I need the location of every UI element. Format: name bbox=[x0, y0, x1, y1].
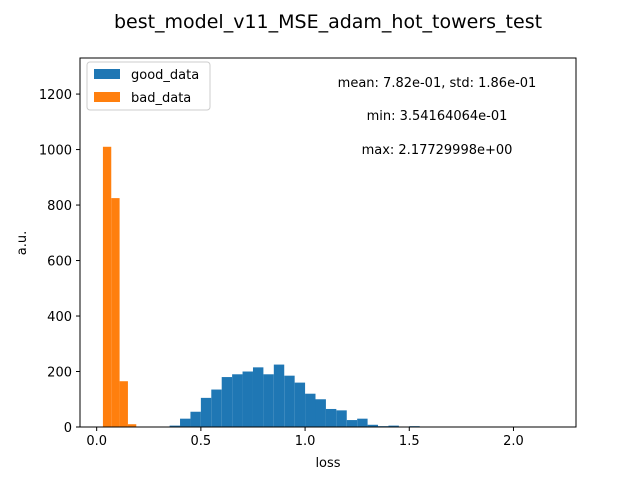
plot-frame bbox=[79, 57, 577, 428]
min-annotation: min: 3.54164064e-01 bbox=[367, 109, 508, 124]
y-tick-label: 800 bbox=[47, 199, 72, 214]
x-axis-label: loss bbox=[315, 456, 340, 471]
bar-good-data-1 bbox=[180, 418, 191, 427]
legend: good_data bad_data bbox=[86, 61, 211, 111]
x-tick-label: 1.0 bbox=[295, 434, 316, 449]
y-tick-label: 200 bbox=[47, 366, 72, 381]
x-tick-label: 0.0 bbox=[86, 434, 107, 449]
mean-std-annotation: mean: 7.82e-01, std: 1.86e-01 bbox=[338, 76, 537, 91]
bar-good-data-11 bbox=[284, 375, 295, 427]
bar-good-data-12 bbox=[294, 382, 306, 427]
x-tick-label: 2.0 bbox=[503, 434, 524, 449]
x-tick-label: 0.5 bbox=[191, 434, 212, 449]
bar-good-data-8 bbox=[252, 367, 264, 427]
bar-good-data-9 bbox=[263, 374, 274, 427]
max-annotation: max: 2.17729998e+00 bbox=[362, 143, 513, 158]
y-tick-label: 600 bbox=[47, 255, 72, 270]
bar-good-data-6 bbox=[232, 374, 243, 427]
chart-title: best_model_v11_MSE_adam_hot_towers_test bbox=[114, 11, 542, 33]
y-tick-label: 0 bbox=[64, 421, 72, 436]
bar-good-data-21 bbox=[388, 425, 399, 427]
bar-bad-data-3 bbox=[127, 424, 137, 427]
bars-layer bbox=[102, 146, 420, 427]
axes-layer: 0.0 0.5 1.0 1.5 2.0 0 200 400 600 800 1000 1200 bbox=[39, 57, 577, 449]
legend-label-good-data: good_data bbox=[131, 68, 199, 83]
y-tick-label: 1000 bbox=[39, 144, 72, 159]
bar-good-data-13 bbox=[305, 393, 316, 427]
bar-good-data-4 bbox=[211, 389, 222, 427]
bar-good-data-19 bbox=[367, 424, 379, 427]
legend-label-bad-data: bad_data bbox=[131, 91, 191, 106]
bar-good-data-0 bbox=[169, 425, 181, 427]
bar-good-data-10 bbox=[273, 364, 285, 427]
bar-bad-data-0 bbox=[102, 146, 112, 427]
bar-good-data-16 bbox=[336, 410, 347, 427]
bar-good-data-15 bbox=[325, 408, 337, 427]
bar-good-data-3 bbox=[200, 397, 212, 427]
bar-good-data-14 bbox=[315, 399, 326, 427]
x-tick-label: 1.5 bbox=[399, 434, 420, 449]
bar-good-data-18 bbox=[357, 418, 368, 427]
y-tick-label: 1200 bbox=[39, 88, 72, 103]
legend-swatch-bad-data bbox=[94, 92, 120, 102]
y-axis-label: a.u. bbox=[15, 231, 30, 255]
y-tick-label: 400 bbox=[47, 310, 72, 325]
bar-bad-data-2 bbox=[119, 381, 128, 427]
bar-good-data-7 bbox=[242, 371, 253, 427]
bar-bad-data-1 bbox=[111, 198, 120, 427]
bar-good-data-2 bbox=[190, 411, 201, 427]
legend-swatch-good-data bbox=[94, 69, 120, 79]
bar-good-data-5 bbox=[221, 377, 233, 427]
bar-good-data-17 bbox=[346, 420, 358, 427]
